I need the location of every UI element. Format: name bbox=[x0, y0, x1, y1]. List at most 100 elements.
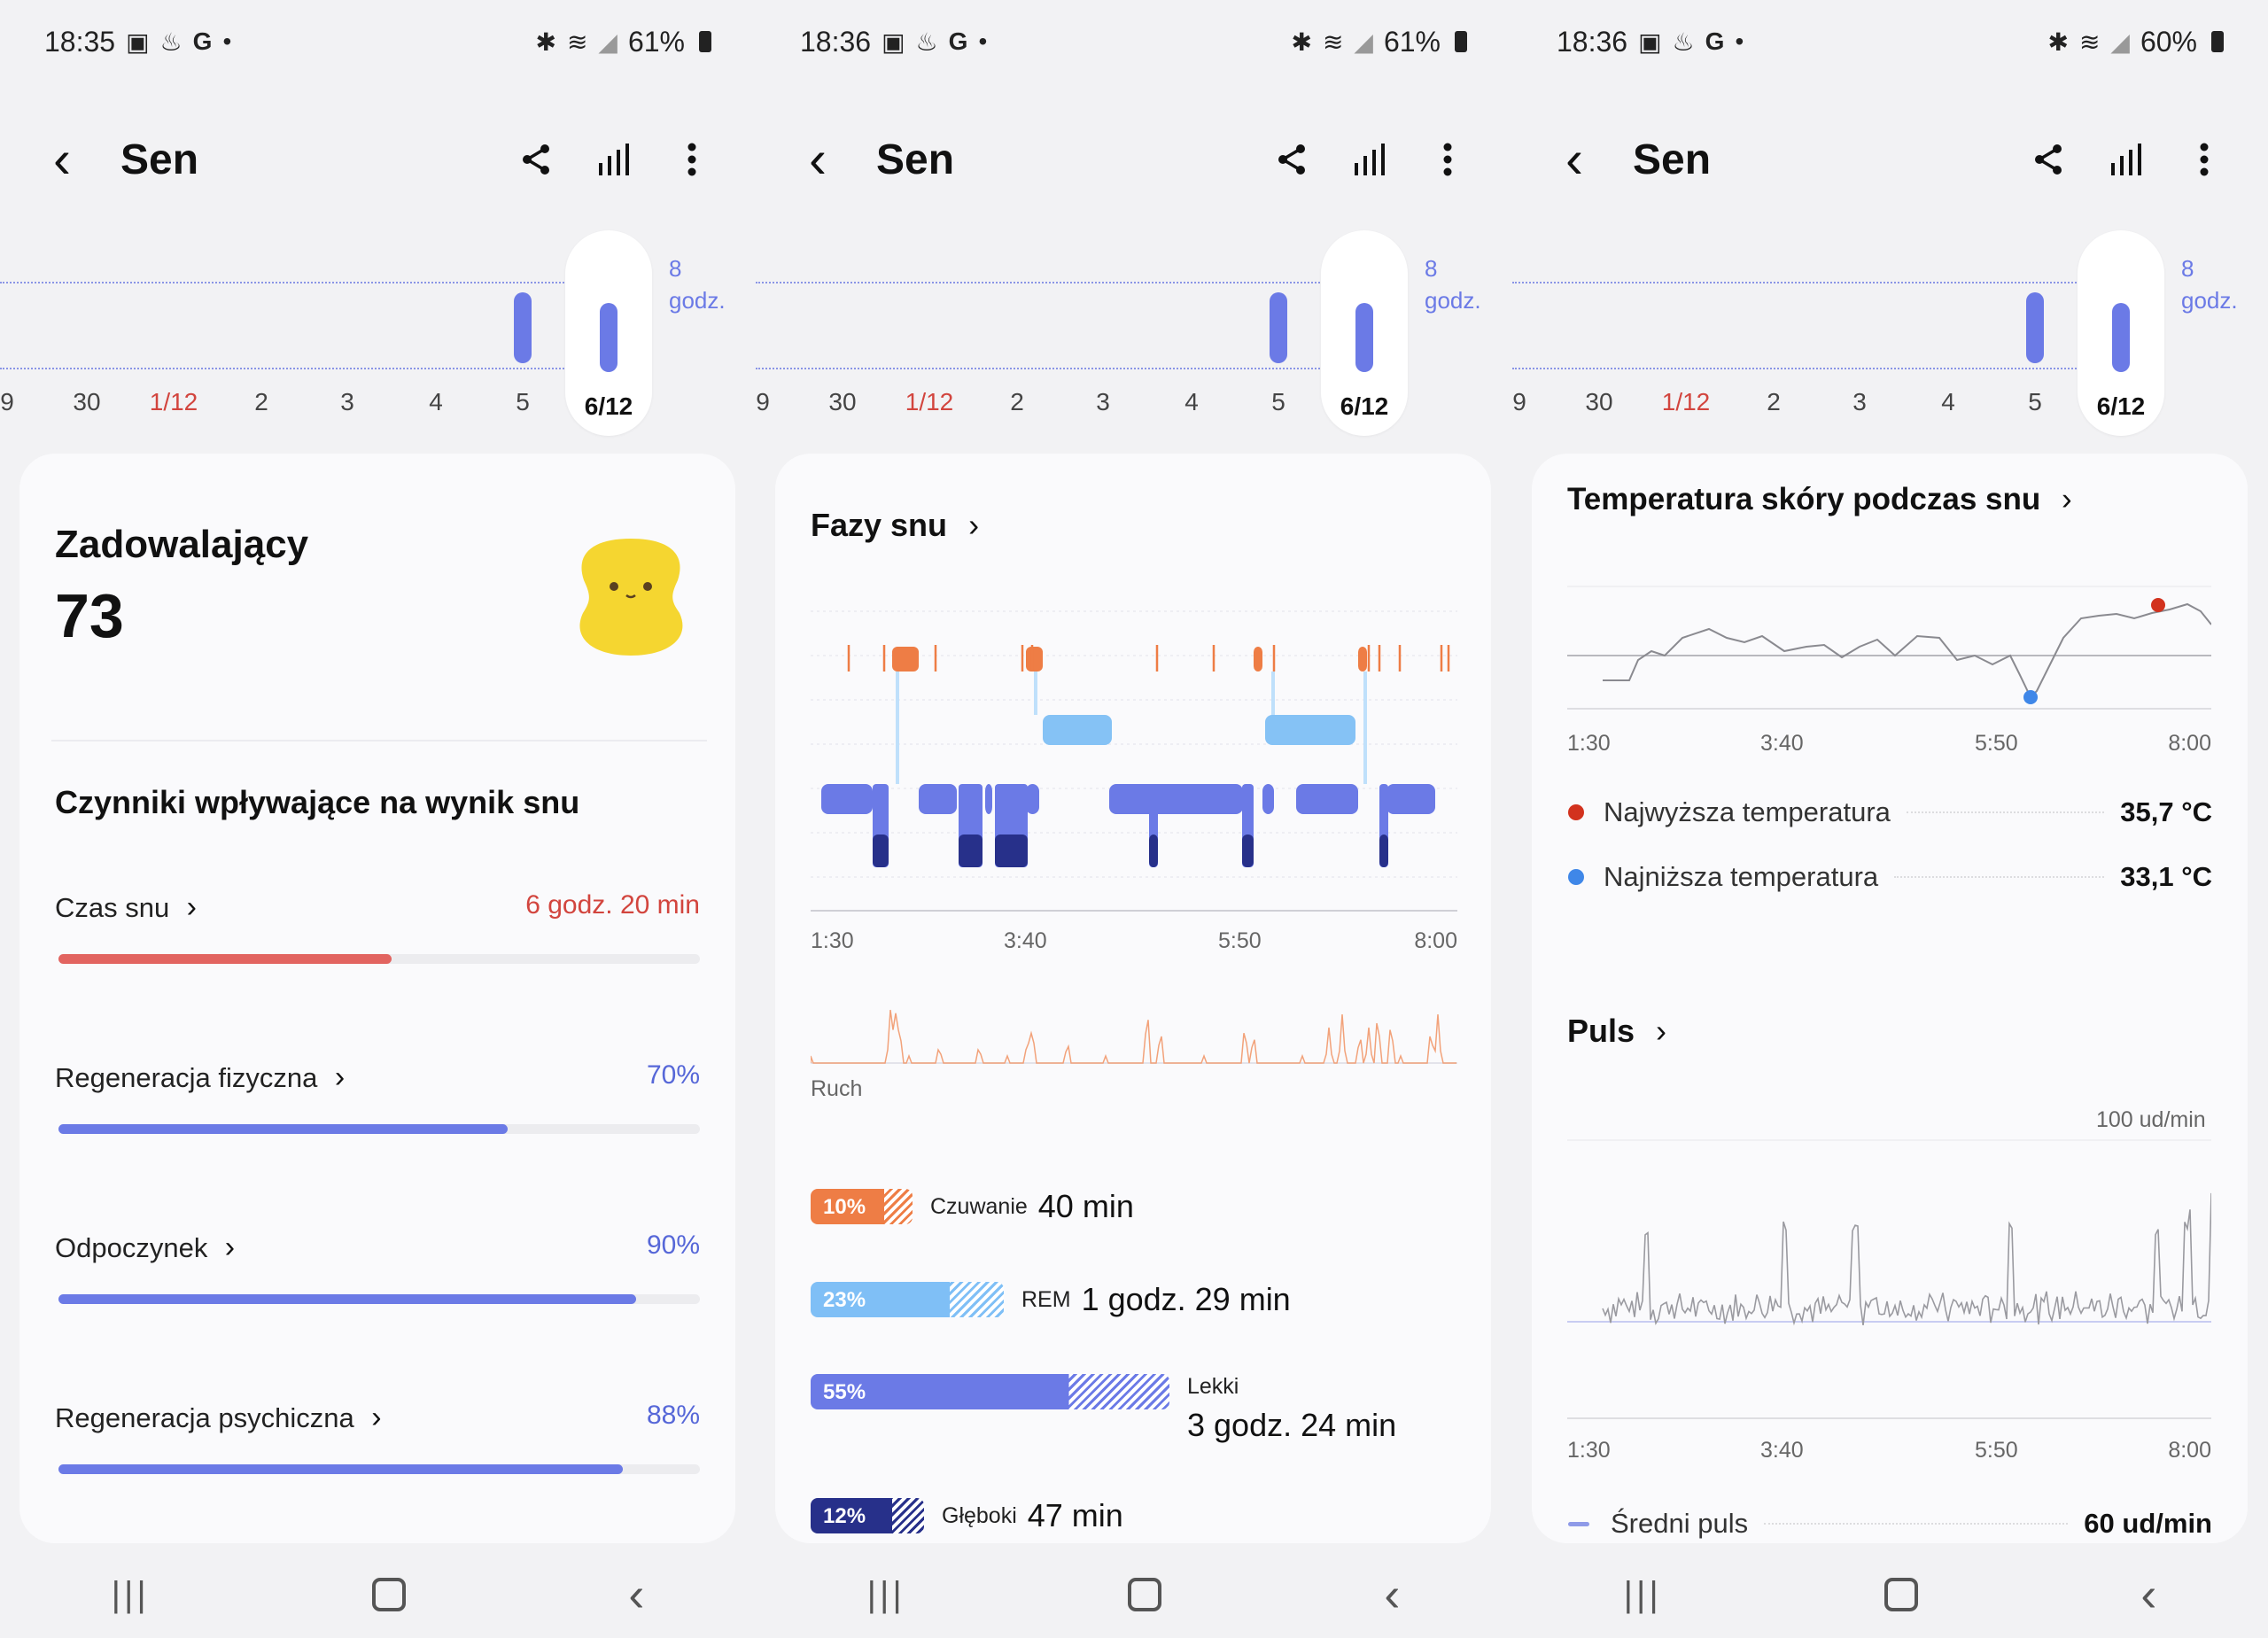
stats-icon[interactable] bbox=[594, 140, 633, 179]
date-label[interactable]: 4 bbox=[1184, 388, 1199, 415]
battery-icon bbox=[2211, 31, 2224, 52]
max-temp-row: Najwyższa temperatura 35,7 °C bbox=[1568, 795, 2212, 830]
sleep-phases-title[interactable]: Fazy snu › bbox=[811, 507, 979, 544]
chevron-right-icon: › bbox=[968, 507, 980, 543]
status-time: 18:35 bbox=[44, 25, 116, 58]
app-header: ‹ Sen bbox=[53, 124, 711, 195]
date-label[interactable]: 5 bbox=[2028, 388, 2042, 415]
light-sleep-segment bbox=[821, 784, 873, 814]
share-icon[interactable] bbox=[2029, 140, 2068, 179]
stats-icon[interactable] bbox=[1350, 140, 1389, 179]
stage-legend-row: 23% REM 1 godz. 29 min bbox=[811, 1281, 1291, 1318]
stage-name: Lekki bbox=[1187, 1374, 1239, 1399]
stage-name: Czuwanie bbox=[930, 1193, 1028, 1219]
date-label[interactable]: 2 bbox=[1010, 388, 1024, 415]
status-bar: 18:35 ▣ ♨ G • ✱ ≋ ◢ 61% bbox=[44, 19, 711, 64]
nav-back-icon[interactable]: ‹ bbox=[1384, 1568, 1401, 1621]
factor-value: 6 godz. 20 min bbox=[525, 890, 700, 920]
recent-apps-icon[interactable]: ||| bbox=[1623, 1574, 1662, 1614]
share-icon[interactable] bbox=[517, 140, 555, 179]
selected-day[interactable]: 6/12 bbox=[2078, 230, 2164, 436]
stage-percent-bar: 10% bbox=[811, 1189, 913, 1224]
light-sleep-segment bbox=[1026, 784, 1039, 814]
hours-goal-unit: godz. bbox=[669, 287, 726, 314]
home-icon[interactable] bbox=[1884, 1578, 1919, 1611]
wifi-icon: ≋ bbox=[566, 27, 588, 56]
more-options-icon[interactable] bbox=[672, 140, 711, 179]
date-label[interactable]: 3 bbox=[1096, 388, 1110, 415]
nav-back-icon[interactable]: ‹ bbox=[2140, 1568, 2157, 1621]
leader-line bbox=[1764, 1523, 2069, 1525]
chevron-right-icon: › bbox=[1656, 1013, 1667, 1049]
sleep-rating-label: Zadowalający bbox=[55, 523, 309, 566]
more-options-icon[interactable] bbox=[2185, 140, 2224, 179]
x-tick: 5:50 bbox=[1218, 928, 1262, 953]
selected-day[interactable]: 6/12 bbox=[1321, 230, 1408, 436]
hypnogram-chart bbox=[811, 610, 1457, 912]
date-label[interactable]: 3 bbox=[1852, 388, 1867, 415]
date-label[interactable]: 30 bbox=[828, 388, 857, 415]
date-label[interactable]: 9 bbox=[0, 388, 14, 415]
factor-row[interactable]: Odpoczynek › 90% bbox=[55, 1230, 700, 1304]
share-icon[interactable] bbox=[1272, 140, 1311, 179]
factor-row[interactable]: Regeneracja psychiczna › 88% bbox=[55, 1401, 700, 1474]
battery-icon bbox=[1455, 31, 1467, 52]
date-label[interactable]: 5 bbox=[1271, 388, 1285, 415]
back-button[interactable]: ‹ bbox=[1565, 129, 1583, 189]
day-sleep-bar[interactable] bbox=[1270, 292, 1287, 363]
x-tick: 1:30 bbox=[1567, 731, 1611, 756]
light-sleep-segment bbox=[1296, 784, 1358, 814]
signal-icon: ◢ bbox=[2110, 27, 2130, 56]
date-label[interactable]: 1/12 bbox=[1661, 388, 1711, 415]
more-options-icon[interactable] bbox=[1428, 140, 1467, 179]
more-notifications-icon: • bbox=[222, 27, 232, 55]
date-label[interactable]: 5 bbox=[516, 388, 530, 415]
pulse-title[interactable]: Puls › bbox=[1567, 1013, 1666, 1050]
back-button[interactable]: ‹ bbox=[809, 129, 827, 189]
skin-temp-card bbox=[1532, 454, 2248, 1543]
skin-temp-title-text: Temperatura skóry podczas snu bbox=[1567, 482, 2041, 516]
date-label[interactable]: 30 bbox=[1585, 388, 1613, 415]
recent-apps-icon[interactable]: ||| bbox=[111, 1574, 150, 1614]
sleep-mood-icon bbox=[579, 539, 683, 656]
date-label[interactable]: 4 bbox=[1941, 388, 1955, 415]
selected-day[interactable]: 6/12 bbox=[565, 230, 652, 436]
status-time: 18:36 bbox=[800, 25, 872, 58]
light-sleep-segment bbox=[919, 784, 957, 814]
chevron-right-icon: › bbox=[178, 890, 198, 924]
hours-goal-label: 8 godz. bbox=[1425, 252, 1481, 316]
factor-name: Odpoczynek bbox=[55, 1232, 208, 1263]
date-label[interactable]: 9 bbox=[756, 388, 770, 415]
back-button[interactable]: ‹ bbox=[53, 129, 71, 189]
recent-apps-icon[interactable]: ||| bbox=[866, 1574, 905, 1614]
gallery-notification-icon: ▣ bbox=[126, 27, 150, 56]
system-nav-bar: ||| ‹ bbox=[756, 1568, 1511, 1621]
date-label[interactable]: 1/12 bbox=[149, 388, 198, 415]
date-label[interactable]: 4 bbox=[429, 388, 443, 415]
battery-icon bbox=[699, 31, 711, 52]
system-nav-bar: ||| ‹ bbox=[1512, 1568, 2268, 1621]
skin-temp-title[interactable]: Temperatura skóry podczas snu › bbox=[1567, 482, 2072, 517]
date-label[interactable]: 3 bbox=[340, 388, 354, 415]
battery-percent: 61% bbox=[627, 25, 685, 58]
nav-back-icon[interactable]: ‹ bbox=[628, 1568, 645, 1621]
x-tick: 5:50 bbox=[1975, 1438, 2018, 1463]
home-icon[interactable] bbox=[372, 1578, 407, 1611]
day-sleep-bar[interactable] bbox=[514, 292, 532, 363]
factor-row[interactable]: Regeneracja fizyczna › 70% bbox=[55, 1060, 700, 1134]
date-label[interactable]: 1/12 bbox=[905, 388, 954, 415]
home-icon[interactable] bbox=[1128, 1578, 1162, 1611]
date-label[interactable]: 30 bbox=[73, 388, 101, 415]
stats-icon[interactable] bbox=[2107, 140, 2146, 179]
stage-percent: 23% bbox=[823, 1288, 866, 1312]
date-label[interactable]: 9 bbox=[1512, 388, 1526, 415]
day-sleep-bar[interactable] bbox=[2026, 292, 2044, 363]
date-label[interactable]: 2 bbox=[1767, 388, 1781, 415]
leader-line bbox=[1906, 811, 2105, 813]
deep-sleep-segment bbox=[995, 835, 1028, 867]
factor-row[interactable]: Czas snu › 6 godz. 20 min bbox=[55, 890, 700, 964]
factor-progress-fill bbox=[58, 1124, 508, 1134]
selected-date: 6/12 bbox=[1340, 392, 1389, 420]
date-label[interactable]: 2 bbox=[254, 388, 268, 415]
factor-progress-fill bbox=[58, 1294, 636, 1304]
